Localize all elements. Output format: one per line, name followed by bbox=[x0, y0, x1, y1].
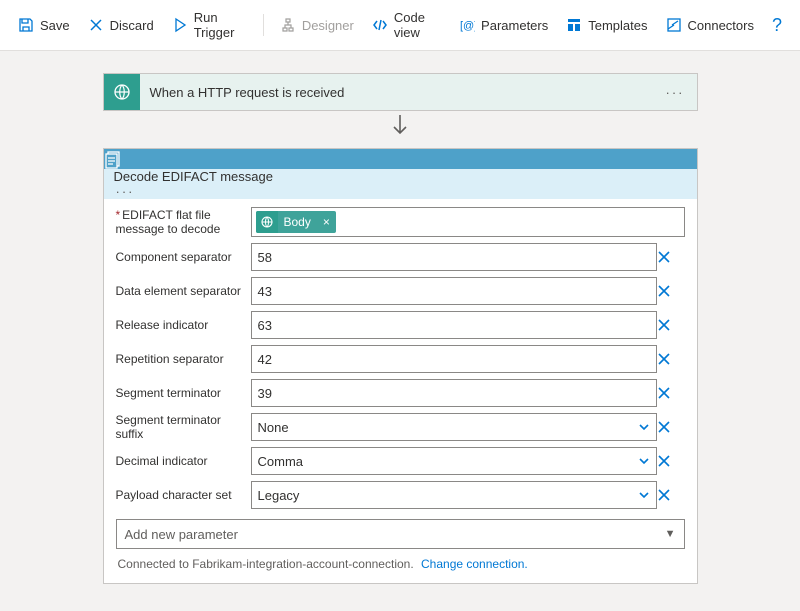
toolbar: Save Discard Run Trigger Designer Code v… bbox=[0, 0, 800, 51]
change-connection-link[interactable]: Change connection. bbox=[421, 557, 528, 571]
param-input[interactable]: 39 bbox=[251, 379, 657, 407]
param-row: Data element separator43 bbox=[116, 277, 685, 305]
parameters-button[interactable]: [@] Parameters bbox=[451, 13, 556, 37]
param-label: Release indicator bbox=[116, 318, 251, 332]
param-label: Data element separator bbox=[116, 284, 251, 298]
param-select[interactable]: None bbox=[251, 413, 657, 441]
code-view-button[interactable]: Code view bbox=[364, 6, 449, 44]
remove-param-button[interactable] bbox=[657, 250, 685, 264]
token-input[interactable]: Body × bbox=[251, 207, 685, 237]
required-asterisk: * bbox=[116, 208, 121, 222]
remove-param-button[interactable] bbox=[657, 420, 685, 434]
param-select[interactable]: Comma bbox=[251, 447, 657, 475]
templates-icon bbox=[566, 17, 582, 33]
param-select[interactable]: Legacy bbox=[251, 481, 657, 509]
param-input[interactable]: 63 bbox=[251, 311, 657, 339]
param-input[interactable]: 43 bbox=[251, 277, 657, 305]
save-icon bbox=[18, 17, 34, 33]
param-label: Component separator bbox=[116, 250, 251, 264]
remove-param-button[interactable] bbox=[657, 488, 685, 502]
designer-label: Designer bbox=[302, 18, 354, 33]
designer-icon bbox=[280, 17, 296, 33]
discard-button[interactable]: Discard bbox=[80, 13, 162, 37]
param-label: Segment terminator suffix bbox=[116, 413, 251, 441]
connectors-icon bbox=[666, 17, 682, 33]
parameters-icon: [@] bbox=[459, 17, 475, 33]
remove-param-button[interactable] bbox=[657, 386, 685, 400]
remove-param-button[interactable] bbox=[657, 352, 685, 366]
toolbar-separator bbox=[263, 14, 264, 36]
param-row: Segment terminator39 bbox=[116, 379, 685, 407]
trigger-title: When a HTTP request is received bbox=[140, 85, 345, 100]
designer-canvas: When a HTTP request is received ··· Deco… bbox=[0, 51, 800, 611]
trigger-card[interactable]: When a HTTP request is received ··· bbox=[103, 73, 698, 111]
templates-button[interactable]: Templates bbox=[558, 13, 655, 37]
designer-button: Designer bbox=[272, 13, 362, 37]
action-body: *EDIFACT flat file message to decode Bod… bbox=[104, 199, 697, 583]
run-icon bbox=[172, 17, 188, 33]
token-globe-icon bbox=[256, 211, 278, 233]
add-parameter-label: Add new parameter bbox=[125, 527, 238, 542]
save-label: Save bbox=[40, 18, 70, 33]
help-button[interactable]: ? bbox=[764, 15, 790, 36]
trigger-header: When a HTTP request is received ··· bbox=[104, 74, 697, 110]
remove-param-button[interactable] bbox=[657, 318, 685, 332]
param-row: Decimal indicatorComma bbox=[116, 447, 685, 475]
connectors-label: Connectors bbox=[688, 18, 754, 33]
flow-arrow-icon bbox=[0, 113, 800, 146]
param-row: Payload character setLegacy bbox=[116, 481, 685, 509]
svg-text:[@]: [@] bbox=[460, 20, 475, 32]
run-trigger-label: Run Trigger bbox=[194, 10, 247, 40]
param-label: *EDIFACT flat file message to decode bbox=[116, 208, 251, 236]
code-icon bbox=[372, 17, 388, 33]
param-row: Release indicator63 bbox=[116, 311, 685, 339]
param-label: Decimal indicator bbox=[116, 454, 251, 468]
parameters-label: Parameters bbox=[481, 18, 548, 33]
param-input[interactable]: 42 bbox=[251, 345, 657, 373]
chevron-down-icon: ▼ bbox=[665, 528, 676, 540]
trigger-menu-button[interactable]: ··· bbox=[654, 85, 697, 100]
connection-footer: Connected to Fabrikam-integration-accoun… bbox=[116, 549, 685, 573]
http-trigger-icon bbox=[104, 74, 140, 110]
param-row: Repetition separator42 bbox=[116, 345, 685, 373]
connectors-button[interactable]: Connectors bbox=[658, 13, 762, 37]
run-trigger-button[interactable]: Run Trigger bbox=[164, 6, 255, 44]
save-button[interactable]: Save bbox=[10, 13, 78, 37]
param-label: Repetition separator bbox=[116, 352, 251, 366]
edifact-icon bbox=[104, 149, 697, 169]
discard-icon bbox=[88, 17, 104, 33]
action-card: Decode EDIFACT message ··· *EDIFACT flat… bbox=[103, 148, 698, 584]
connection-text: Connected to Fabrikam-integration-accoun… bbox=[118, 557, 414, 571]
param-input[interactable]: 58 bbox=[251, 243, 657, 271]
param-row: Component separator58 bbox=[116, 243, 685, 271]
code-view-label: Code view bbox=[394, 10, 441, 40]
chevron-down-icon bbox=[638, 455, 650, 467]
discard-label: Discard bbox=[110, 18, 154, 33]
chevron-down-icon bbox=[638, 489, 650, 501]
templates-label: Templates bbox=[588, 18, 647, 33]
add-parameter-dropdown[interactable]: Add new parameter ▼ bbox=[116, 519, 685, 549]
action-title: Decode EDIFACT message bbox=[104, 169, 697, 184]
param-row: Segment terminator suffixNone bbox=[116, 413, 685, 441]
remove-param-button[interactable] bbox=[657, 284, 685, 298]
token-remove-icon[interactable]: × bbox=[317, 215, 336, 229]
action-menu-button[interactable]: ··· bbox=[104, 184, 697, 199]
param-label: Segment terminator bbox=[116, 386, 251, 400]
param-label: Payload character set bbox=[116, 488, 251, 502]
token-label: Body bbox=[278, 215, 317, 229]
body-token[interactable]: Body × bbox=[256, 211, 336, 233]
action-header[interactable]: Decode EDIFACT message ··· bbox=[104, 149, 697, 199]
param-row-required: *EDIFACT flat file message to decode Bod… bbox=[116, 207, 685, 237]
chevron-down-icon bbox=[638, 421, 650, 433]
remove-param-button[interactable] bbox=[657, 454, 685, 468]
